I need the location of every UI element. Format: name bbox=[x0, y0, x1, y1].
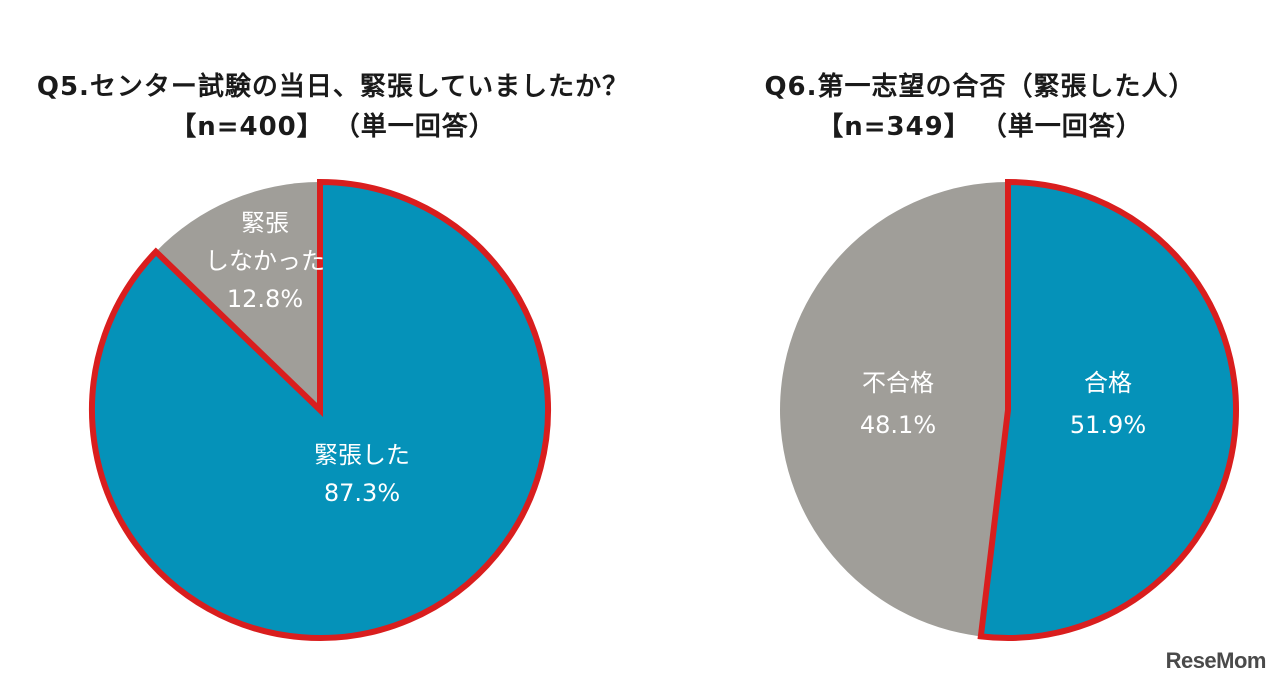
slice-value-label: 51.9% bbox=[1070, 411, 1146, 439]
pie-slice-1 bbox=[779, 182, 1008, 637]
slice-category-label: 緊張した bbox=[314, 441, 410, 469]
slice-value-label: 48.1% bbox=[860, 411, 936, 439]
chart-q6: Q6.第一志望の合否（緊張した人） 【n=349】 （単一回答） 合格 51.9%… bbox=[640, 0, 1280, 684]
slice-category-label: 合格 bbox=[1084, 369, 1132, 397]
resemom-logo: ReseMom bbox=[1165, 648, 1267, 673]
chart-title: Q6.第一志望の合否（緊張した人） bbox=[764, 72, 1196, 102]
slice-category-label: しなかった bbox=[205, 247, 325, 275]
slice-value-label: 12.8% bbox=[227, 285, 303, 313]
pie-slice-1 bbox=[155, 182, 320, 410]
chart-q5: Q5.センター試験の当日、緊張していましたか？ 【n=400】 （単一回答） 緊… bbox=[37, 72, 628, 641]
slice-category-label: 不合格 bbox=[862, 369, 934, 397]
chart-subtitle: 【n=400】 （単一回答） bbox=[170, 112, 496, 142]
highlight-outline bbox=[977, 178, 1239, 641]
slice-value-label: 87.3% bbox=[324, 479, 400, 507]
pie-chart-q6: 合格 51.9% 不合格 48.1% bbox=[779, 178, 1239, 641]
chart-title: Q5.センター試験の当日、緊張していましたか？ bbox=[36, 72, 630, 102]
highlight-outline bbox=[89, 178, 551, 641]
slice-category-label: 緊張 bbox=[241, 209, 289, 237]
chart-subtitle: 【n=349】 （単一回答） bbox=[817, 112, 1143, 142]
pie-slice-0 bbox=[980, 182, 1236, 638]
